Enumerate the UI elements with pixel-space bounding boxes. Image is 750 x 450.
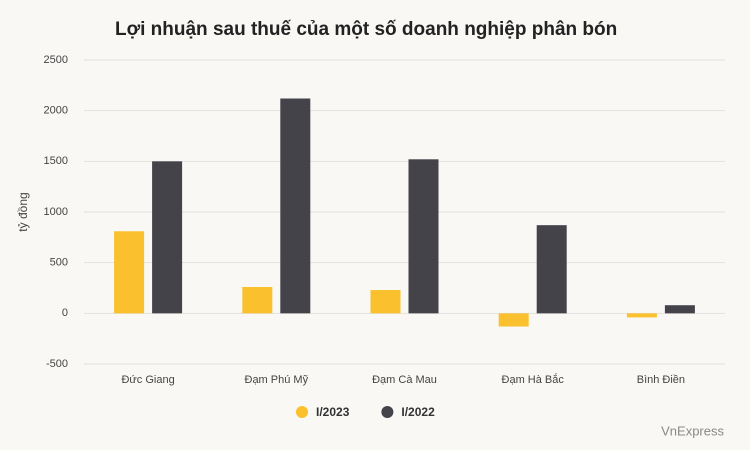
bar (280, 98, 311, 314)
legend-marker (296, 406, 308, 418)
bar (242, 286, 273, 314)
y-tick-label: 2000 (44, 105, 68, 117)
x-tick-label: Đạm Phú Mỹ (245, 374, 309, 386)
legend-label: I/2022 (401, 405, 435, 419)
bar (626, 313, 657, 318)
bar (408, 159, 439, 314)
legend-label: I/2023 (316, 405, 350, 419)
x-tick-label: Đạm Hà Bắc (502, 373, 565, 386)
x-tick-label: Bình Điền (637, 374, 685, 386)
x-tick-label: Đạm Cà Mau (372, 374, 437, 386)
chart-title: Lợi nhuận sau thuế của một số doanh nghi… (115, 19, 617, 40)
legend-marker (381, 406, 394, 418)
x-tick-label: Đức Giang (121, 374, 174, 386)
y-tick-label: 0 (62, 307, 68, 319)
bar (664, 305, 695, 314)
source: VnExpress (661, 423, 724, 438)
bar (370, 290, 401, 314)
y-tick-label: 2500 (44, 54, 68, 66)
bar (114, 231, 145, 314)
y-tick-label: 500 (50, 257, 68, 269)
y-axis-label: tỷ đồng (16, 192, 30, 231)
y-tick-label: 1500 (44, 155, 68, 167)
y-tick-label: 1000 (44, 206, 68, 218)
bar (536, 225, 567, 314)
y-tick-label: -500 (46, 358, 68, 370)
bar (152, 161, 183, 314)
bar (498, 313, 529, 327)
